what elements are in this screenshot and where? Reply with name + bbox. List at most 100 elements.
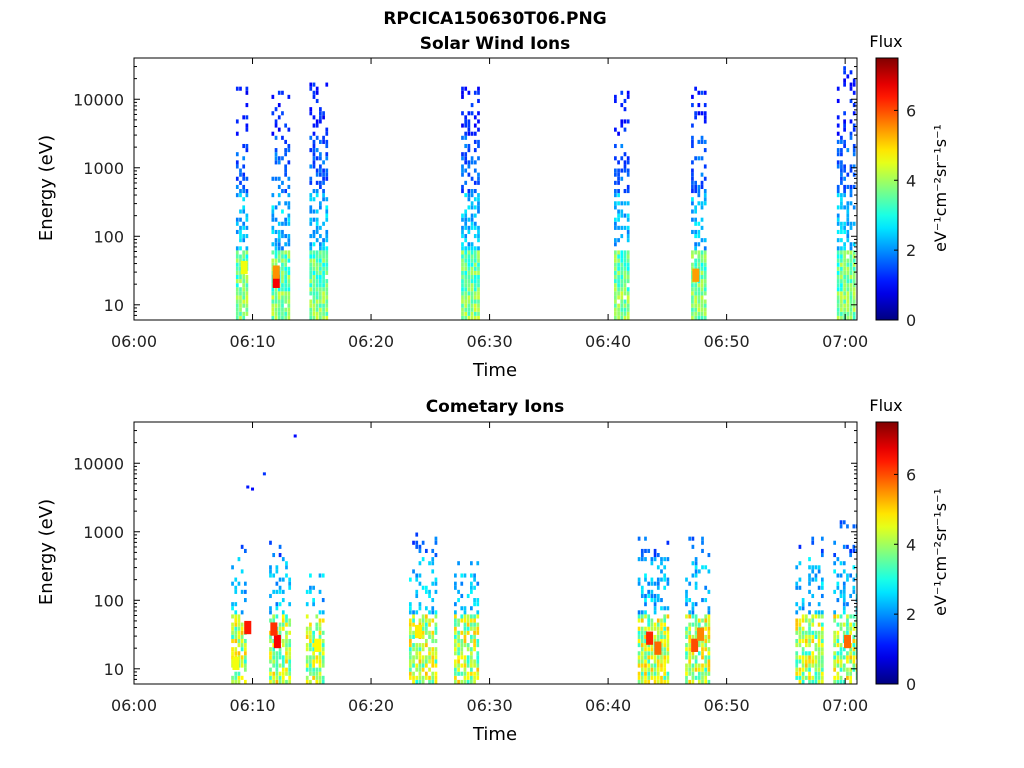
flux-cell bbox=[694, 156, 697, 161]
flux-cell bbox=[315, 238, 319, 243]
flux-cell bbox=[460, 618, 464, 623]
flux-cell bbox=[281, 671, 285, 676]
flux-cell bbox=[701, 643, 704, 648]
flux-cell bbox=[281, 622, 285, 627]
flux-cell bbox=[325, 229, 329, 235]
flux-cell bbox=[288, 630, 292, 635]
flux-cell bbox=[820, 626, 824, 631]
flux-cell bbox=[281, 90, 284, 95]
flux-cell bbox=[663, 557, 667, 562]
flux-cell bbox=[239, 193, 242, 198]
flux-cell bbox=[694, 675, 698, 680]
flux-cell bbox=[840, 172, 843, 177]
flux-cell bbox=[274, 287, 278, 292]
flux-cell bbox=[647, 651, 651, 656]
flux-cell bbox=[644, 634, 647, 639]
flux-cell bbox=[464, 238, 468, 243]
flux-cell bbox=[808, 618, 811, 623]
flux-cell bbox=[473, 205, 477, 210]
flux-cell bbox=[852, 90, 856, 95]
flux-cell bbox=[798, 655, 802, 660]
flux-cell bbox=[271, 242, 275, 247]
flux-cell bbox=[309, 266, 313, 271]
flux-cell bbox=[663, 679, 667, 684]
flux-cell bbox=[470, 315, 474, 320]
flux-cell bbox=[656, 655, 660, 660]
flux-cell bbox=[626, 168, 630, 173]
flux-cell bbox=[457, 651, 460, 656]
flux-cell bbox=[287, 283, 291, 288]
flux-cell bbox=[694, 234, 697, 239]
flux-cell bbox=[843, 279, 846, 284]
flux-cell bbox=[470, 131, 474, 136]
flux-cell bbox=[614, 156, 617, 161]
x-tick-label: 06:40 bbox=[585, 332, 631, 351]
flux-cell bbox=[239, 274, 242, 280]
flux-cell bbox=[284, 287, 288, 292]
flux-cell bbox=[319, 107, 322, 112]
flux-cell bbox=[463, 638, 467, 644]
flux-cell bbox=[235, 164, 239, 169]
flux-cell bbox=[457, 663, 460, 668]
flux-cell bbox=[277, 303, 281, 308]
flux-cell bbox=[473, 160, 477, 165]
flux-cell bbox=[650, 643, 654, 648]
flux-cell bbox=[700, 315, 704, 320]
flux-cell bbox=[277, 246, 281, 251]
flux-cell bbox=[666, 647, 670, 652]
flux-cell bbox=[804, 643, 808, 648]
flux-cell bbox=[454, 667, 457, 672]
flux-cell bbox=[703, 164, 707, 169]
flux-cell bbox=[242, 172, 246, 177]
y-axis-label: Energy (eV) bbox=[36, 499, 57, 605]
flux-cell bbox=[461, 287, 464, 292]
flux-cell bbox=[272, 663, 276, 668]
flux-cell bbox=[473, 679, 476, 684]
flux-cell bbox=[325, 246, 329, 251]
flux-cell bbox=[846, 524, 849, 529]
flux-cell bbox=[820, 643, 824, 648]
flux-cell bbox=[623, 279, 627, 284]
flux-cell bbox=[322, 307, 325, 312]
flux-cell bbox=[473, 614, 476, 619]
flux-hotspot bbox=[692, 268, 700, 282]
flux-cell bbox=[464, 115, 468, 120]
flux-cell bbox=[836, 295, 840, 300]
flux-cell bbox=[694, 180, 697, 185]
flux-cell bbox=[312, 160, 316, 165]
flux-cell bbox=[688, 679, 692, 684]
flux-cell bbox=[415, 540, 419, 545]
flux-cell bbox=[243, 663, 247, 668]
flux-cell bbox=[278, 651, 282, 656]
flux-cell bbox=[700, 311, 704, 316]
flux-cell bbox=[801, 630, 805, 635]
flux-cell bbox=[274, 307, 278, 312]
flux-cell bbox=[467, 287, 471, 292]
flux-cell bbox=[473, 634, 476, 639]
flux-cell bbox=[269, 651, 272, 656]
flux-cell bbox=[460, 643, 464, 648]
flux-cell bbox=[476, 655, 480, 660]
flux-cell bbox=[647, 581, 651, 586]
flux-cell bbox=[275, 659, 279, 664]
flux-cell bbox=[617, 254, 620, 259]
flux-cell bbox=[281, 659, 285, 664]
flux-cell bbox=[312, 262, 316, 267]
flux-cell bbox=[804, 651, 808, 656]
flux-cell bbox=[277, 184, 281, 189]
flux-cell bbox=[242, 258, 246, 263]
flux-cell bbox=[242, 189, 246, 194]
flux-cell bbox=[840, 254, 843, 259]
flux-cell bbox=[656, 679, 660, 684]
flux-cell bbox=[650, 675, 654, 680]
flux-cell bbox=[239, 189, 242, 194]
flux-cell bbox=[235, 250, 239, 255]
flux-cell bbox=[691, 295, 694, 300]
flux-cell bbox=[623, 189, 627, 194]
flux-cell bbox=[849, 679, 853, 684]
flux-cell bbox=[801, 651, 805, 656]
flux-cell bbox=[694, 295, 697, 300]
flux-cell bbox=[470, 283, 474, 288]
flux-cell bbox=[694, 569, 698, 574]
flux-cell bbox=[234, 651, 238, 656]
